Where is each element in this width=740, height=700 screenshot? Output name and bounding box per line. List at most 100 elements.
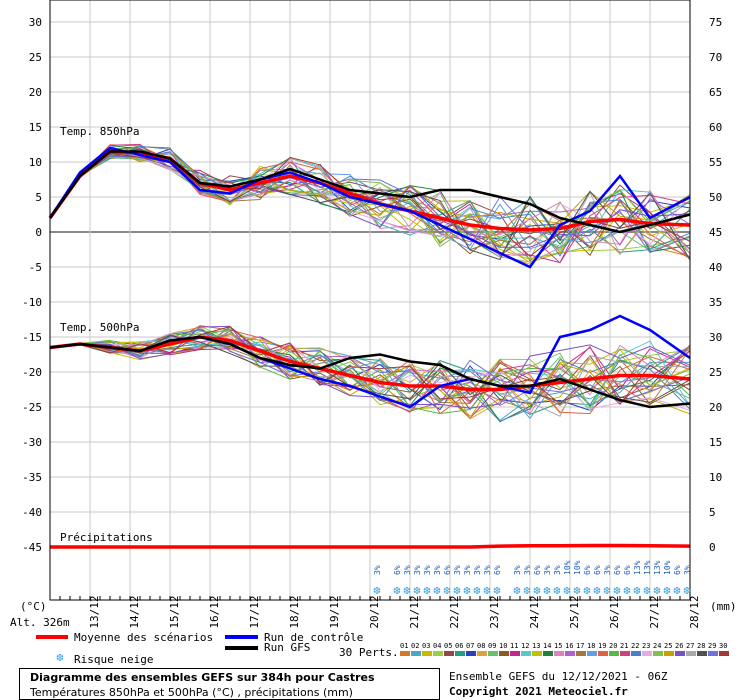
snow-risk-pct: 6% xyxy=(673,565,682,575)
x-tick-label: 15/12 xyxy=(168,595,181,628)
pert-key-swatch xyxy=(587,651,597,656)
snowflake-icon: ❆ xyxy=(493,583,501,597)
snowflake-icon: ❆ xyxy=(553,583,561,597)
pert-key-swatch xyxy=(664,651,674,656)
altitude-label: Alt. 326m xyxy=(10,616,70,629)
snow-risk-pct: 3% xyxy=(683,565,692,575)
pert-key-label: 17 xyxy=(576,642,584,650)
y-left-tick-label: -45 xyxy=(22,541,42,554)
snow-risk-pct: 10% xyxy=(663,560,672,575)
x-tick-label: 26/12 xyxy=(608,595,621,628)
snowflake-icon: ❆ xyxy=(413,583,421,597)
snowflake-icon: ❆ xyxy=(443,583,451,597)
pert-key-label: 09 xyxy=(488,642,496,650)
y-left-tick-label: -5 xyxy=(29,261,42,274)
pert-key-label: 13 xyxy=(532,642,540,650)
legend-snow-label: Risque neige xyxy=(74,653,153,666)
snowflake-icon: ❆ xyxy=(673,583,681,597)
pert-key-swatch xyxy=(686,651,696,656)
snowflake-icon: ❆ xyxy=(623,583,631,597)
snow-risk-pct: 6% xyxy=(593,565,602,575)
y-left-tick-label: 25 xyxy=(29,51,42,64)
right-unit-label: (mm) xyxy=(710,600,737,613)
series-t850-control xyxy=(48,146,691,269)
pert-key-label: 12 xyxy=(521,642,529,650)
pert-key-swatch xyxy=(697,651,707,656)
pert-key-swatch xyxy=(400,651,410,656)
snowflake-icon: ❆ xyxy=(543,583,551,597)
pert-key-swatch xyxy=(609,651,619,656)
snow-risk-pct: 6% xyxy=(533,565,542,575)
y-left-tick-label: -10 xyxy=(22,296,42,309)
pert-key-swatch xyxy=(554,651,564,656)
y-right-tick-label: 15 xyxy=(709,436,722,449)
pert-key-swatch xyxy=(642,651,652,656)
snow-risk-pct: 6% xyxy=(393,565,402,575)
pert-key-swatch xyxy=(422,651,432,656)
pert-key-label: 05 xyxy=(444,642,452,650)
y-right-tick-label: 10 xyxy=(709,471,722,484)
snow-risk-pct: 10% xyxy=(573,560,582,575)
y-left-tick-label: -20 xyxy=(22,366,42,379)
legend-snowflake-icon: ❆ xyxy=(56,650,64,664)
snowflake-icon: ❆ xyxy=(423,583,431,597)
snowflake-icon: ❆ xyxy=(653,583,661,597)
snow-risk-pct: 6% xyxy=(493,565,502,575)
chart-subtitle: Températures 850hPa et 500hPa (°C) , pré… xyxy=(30,686,353,699)
snow-risk-pct: 3% xyxy=(543,565,552,575)
pert-key-swatch xyxy=(444,651,454,656)
series-t500-gfs xyxy=(49,335,691,409)
pert-key-swatch xyxy=(477,651,487,656)
snowflake-icon: ❆ xyxy=(403,583,411,597)
snowflake-icon: ❆ xyxy=(573,583,581,597)
snowflake-icon: ❆ xyxy=(463,583,471,597)
pert-key-swatch xyxy=(433,651,443,656)
snowflake-icon: ❆ xyxy=(483,583,491,597)
snowflake-icon: ❆ xyxy=(433,583,441,597)
chart-title: Diagramme des ensembles GEFS sur 384h po… xyxy=(30,671,375,684)
x-tick-label: 28/12 xyxy=(688,595,701,628)
pert-key-label: 23 xyxy=(642,642,650,650)
pert-key-swatch xyxy=(620,651,630,656)
legend-perts-label: 30 Perts. xyxy=(339,646,399,659)
x-tick-label: 23/12 xyxy=(488,595,501,628)
pert-key-label: 24 xyxy=(653,642,661,650)
snowflake-icon: ❆ xyxy=(643,583,651,597)
pert-key-label: 03 xyxy=(422,642,430,650)
pert-key-label: 15 xyxy=(554,642,562,650)
pert-key-swatch xyxy=(543,651,553,656)
y-left-tick-label: -15 xyxy=(22,331,42,344)
snow-risk-pct: 13% xyxy=(653,560,662,575)
y-left-tick-label: -35 xyxy=(22,471,42,484)
pert-key-label: 16 xyxy=(565,642,573,650)
y-left-tick-label: -25 xyxy=(22,401,42,414)
legend-gfs-label: Run GFS xyxy=(264,641,310,654)
pert-key-label: 20 xyxy=(609,642,617,650)
y-right-tick-label: 30 xyxy=(709,331,722,344)
pert-key-label: 19 xyxy=(598,642,606,650)
snowflake-icon: ❆ xyxy=(603,583,611,597)
snow-risk-pct: 3% xyxy=(453,565,462,575)
snowflake-icon: ❆ xyxy=(583,583,591,597)
pert-key-label: 07 xyxy=(466,642,474,650)
x-tick-label: 22/12 xyxy=(448,595,461,628)
snowflake-icon: ❆ xyxy=(373,583,381,597)
snow-risk-pct: 3% xyxy=(403,565,412,575)
x-tick-label: 13/12 xyxy=(88,595,101,628)
pert-key-swatch xyxy=(455,651,465,656)
snowflake-icon: ❆ xyxy=(523,583,531,597)
snow-risk-pct: 3% xyxy=(513,565,522,575)
y-left-tick-label: 5 xyxy=(35,191,42,204)
pert-key-swatch xyxy=(631,651,641,656)
x-tick-label: 19/12 xyxy=(328,595,341,628)
pert-key-swatch xyxy=(499,651,509,656)
snow-risk-pct: 3% xyxy=(553,565,562,575)
footer-box: Diagramme des ensembles GEFS sur 384h po… xyxy=(19,668,440,700)
snowflake-icon: ❆ xyxy=(393,583,401,597)
pert-key-label: 06 xyxy=(455,642,463,650)
y-left-tick-label: 20 xyxy=(29,86,42,99)
snowflake-icon: ❆ xyxy=(453,583,461,597)
snow-risk-pct: 3% xyxy=(423,565,432,575)
label-layer: Temp. 850hPa Temp. 500hPa Précipitations xyxy=(60,125,153,544)
pert-key-label: 28 xyxy=(697,642,705,650)
